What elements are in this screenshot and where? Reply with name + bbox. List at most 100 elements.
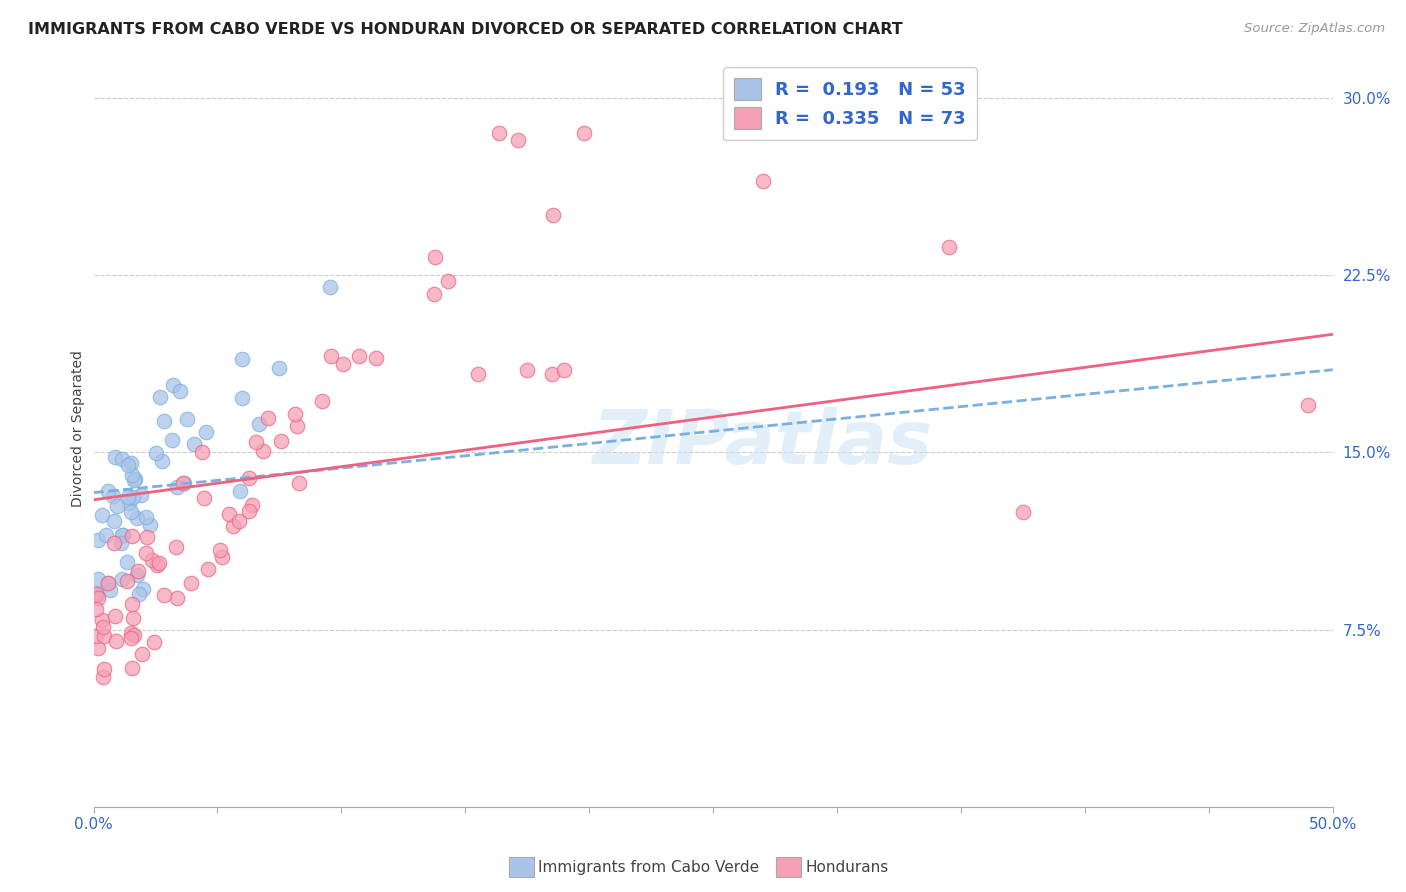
- Point: [148, 556, 170, 570]
- Point: [162, 434, 184, 448]
- Point: [117, 458, 139, 472]
- Point: [121, 598, 143, 612]
- Point: [173, 475, 195, 490]
- Point: [332, 357, 354, 371]
- Point: [91, 670, 114, 684]
- Point: [132, 582, 155, 597]
- Point: [97, 484, 120, 499]
- Point: [180, 575, 202, 590]
- Point: [97, 575, 120, 590]
- Point: [120, 456, 142, 470]
- Point: [284, 408, 307, 422]
- Point: [103, 536, 125, 550]
- Point: [131, 647, 153, 661]
- Point: [122, 611, 145, 625]
- Point: [105, 499, 128, 513]
- Point: [111, 528, 134, 542]
- Point: [87, 587, 110, 601]
- Point: [287, 476, 309, 491]
- Point: [319, 349, 342, 363]
- Point: [165, 540, 187, 554]
- Text: ZIPatlas: ZIPatlas: [593, 408, 932, 481]
- Point: [285, 419, 308, 434]
- Point: [516, 363, 538, 377]
- Point: [238, 471, 260, 485]
- Point: [125, 511, 148, 525]
- Point: [153, 414, 176, 428]
- Point: [87, 591, 110, 606]
- Point: [127, 564, 149, 578]
- Point: [423, 286, 446, 301]
- Y-axis label: Divorced or Separated: Divorced or Separated: [72, 351, 86, 508]
- Point: [122, 628, 145, 642]
- Point: [751, 174, 773, 188]
- Point: [222, 519, 245, 533]
- Point: [572, 127, 595, 141]
- Point: [91, 508, 114, 522]
- Point: [84, 587, 107, 601]
- Point: [87, 640, 110, 655]
- Point: [176, 411, 198, 425]
- Point: [118, 496, 141, 510]
- Point: [84, 628, 107, 642]
- Point: [231, 391, 253, 405]
- Point: [467, 368, 489, 382]
- Point: [104, 608, 127, 623]
- Point: [238, 504, 260, 518]
- Point: [488, 127, 510, 141]
- Point: [111, 452, 134, 467]
- Point: [211, 549, 233, 564]
- Point: [115, 555, 138, 569]
- Point: [228, 514, 250, 528]
- Point: [120, 505, 142, 519]
- Point: [105, 634, 128, 648]
- Point: [208, 542, 231, 557]
- Point: [93, 662, 115, 676]
- Point: [136, 530, 159, 544]
- Legend: R =  0.193   N = 53, R =  0.335   N = 73: R = 0.193 N = 53, R = 0.335 N = 73: [723, 67, 977, 140]
- Point: [120, 631, 142, 645]
- Point: [87, 572, 110, 586]
- Text: Source: ZipAtlas.com: Source: ZipAtlas.com: [1244, 22, 1385, 36]
- Point: [166, 591, 188, 606]
- Point: [125, 567, 148, 582]
- Point: [143, 635, 166, 649]
- Point: [150, 453, 173, 467]
- Point: [145, 446, 167, 460]
- Point: [153, 588, 176, 602]
- Point: [437, 274, 460, 288]
- Point: [270, 434, 292, 448]
- Point: [193, 491, 215, 506]
- Point: [135, 509, 157, 524]
- Point: [162, 378, 184, 392]
- Point: [506, 133, 529, 147]
- Point: [131, 488, 153, 502]
- Point: [240, 498, 263, 512]
- Point: [191, 445, 214, 459]
- Point: [84, 602, 107, 616]
- Point: [269, 361, 291, 376]
- Point: [115, 574, 138, 588]
- Point: [938, 240, 960, 254]
- Point: [84, 587, 107, 601]
- Point: [146, 558, 169, 572]
- Point: [252, 444, 274, 458]
- Point: [245, 434, 267, 449]
- Point: [319, 280, 342, 294]
- Point: [364, 351, 387, 365]
- Point: [128, 587, 150, 601]
- Point: [1012, 504, 1035, 518]
- Point: [183, 437, 205, 451]
- Point: [124, 472, 146, 486]
- Point: [87, 533, 110, 547]
- Point: [139, 518, 162, 533]
- Point: [120, 625, 142, 640]
- Point: [117, 490, 139, 504]
- Point: [90, 613, 112, 627]
- Point: [94, 528, 117, 542]
- Point: [543, 208, 565, 222]
- Point: [103, 514, 125, 528]
- Point: [197, 562, 219, 576]
- Point: [425, 250, 447, 264]
- Point: [112, 528, 135, 542]
